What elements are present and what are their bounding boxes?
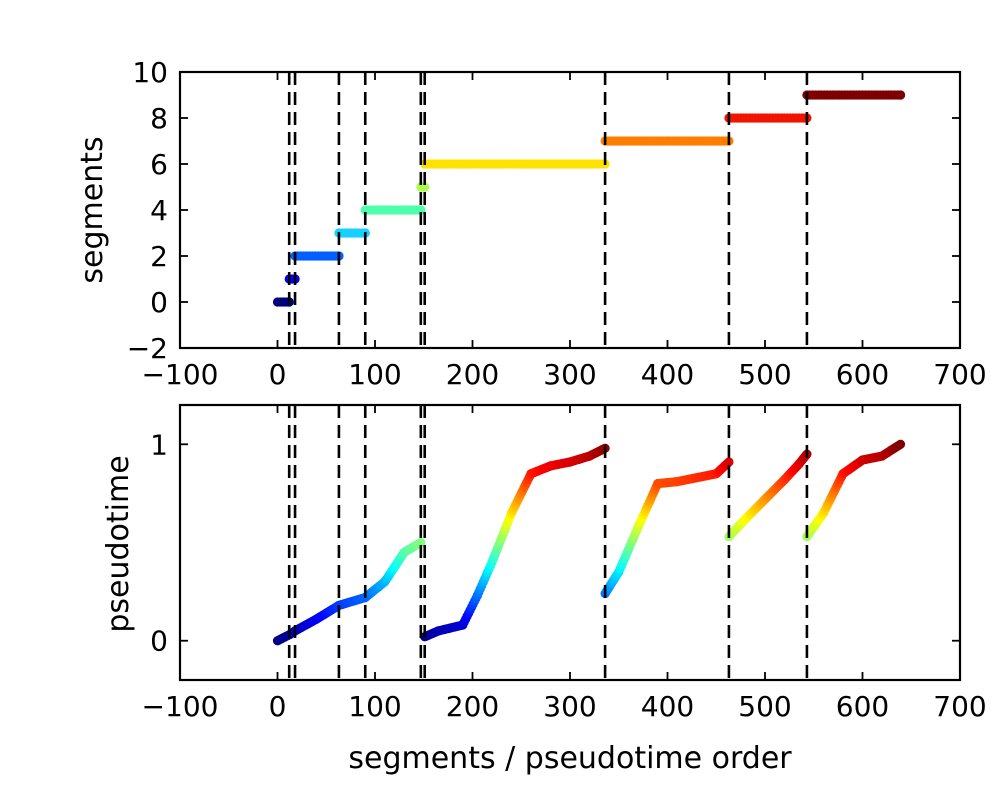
x-tick-label: −100	[142, 358, 219, 391]
y-tick-label: 0	[150, 286, 168, 319]
y-tick-label: 10	[132, 56, 168, 89]
x-tick-label: 700	[933, 358, 986, 391]
x-tick-label: 500	[738, 690, 791, 723]
pseudotime-point	[724, 457, 734, 467]
y-axis-ticks: 01	[150, 428, 960, 658]
segment-4-point	[416, 205, 426, 215]
segment-boundaries	[287, 405, 809, 680]
axes-frame	[178, 403, 962, 682]
x-tick-label: 200	[446, 690, 499, 723]
segments-panel: −100 0 100 200 300 400 500 600 700 −2 0 2 4 6 8 10	[127, 56, 987, 391]
y-axis-label-pseudotime: pseudotime	[101, 455, 136, 632]
y-axis-ticks: −2 0 2 4 6 8 10	[127, 56, 960, 365]
y-tick-label: −2	[127, 332, 168, 365]
x-tick-label: 700	[933, 690, 986, 723]
axes-frame	[178, 70, 962, 350]
y-tick-label: 8	[150, 102, 168, 135]
x-tick-label: 400	[641, 690, 694, 723]
x-tick-label: 500	[738, 358, 791, 391]
data-points	[272, 439, 906, 646]
x-tick-label: 300	[543, 358, 596, 391]
x-tick-label: 600	[836, 358, 889, 391]
data-points	[272, 90, 906, 307]
y-tick-label: 2	[150, 240, 168, 273]
pseudotime-point	[895, 439, 906, 449]
x-tick-label: −100	[142, 690, 219, 723]
y-axis-label-segments: segments	[75, 136, 110, 283]
y-tick-label: 1	[150, 428, 168, 461]
x-tick-label: 300	[543, 690, 596, 723]
x-tick-label: 0	[269, 358, 287, 391]
x-axis-label: segments / pseudotime order	[348, 741, 792, 776]
pseudotime-point	[416, 537, 426, 548]
x-axis-ticks: −100 0 100 200 300 400 500 600 700	[142, 72, 987, 391]
segment-boundaries	[287, 72, 809, 348]
y-tick-label: 6	[150, 148, 168, 181]
y-tick-label: 0	[150, 625, 168, 658]
x-axis-ticks: −100 0 100 200 300 400 500 600 700	[142, 405, 987, 723]
x-tick-label: 200	[446, 358, 499, 391]
x-tick-label: 100	[348, 358, 401, 391]
x-tick-label: 600	[836, 690, 889, 723]
x-tick-label: 100	[348, 690, 401, 723]
x-tick-label: 0	[269, 690, 287, 723]
x-tick-label: 400	[641, 358, 694, 391]
segment-5-point	[420, 182, 430, 192]
segment-9-point	[895, 90, 906, 100]
y-tick-label: 4	[150, 194, 168, 227]
